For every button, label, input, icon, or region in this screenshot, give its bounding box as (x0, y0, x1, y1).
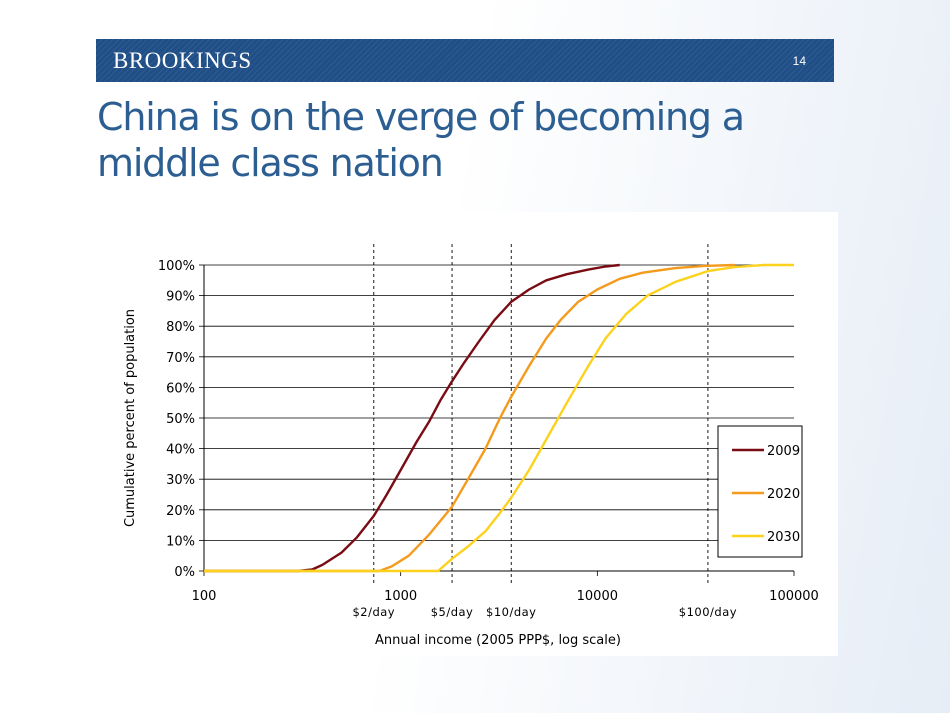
axes: 0% 10% 20% 30% 40% 50% 60% 70% 80% 90% 100% 100 1000… (158, 259, 819, 604)
series-line-2009 (204, 263, 620, 573)
reference-lines: $2/day $5/day $10/day $100/day (352, 244, 737, 619)
y-tick-label: 60% (166, 381, 195, 396)
reference-line-label: $2/day (352, 605, 395, 619)
y-tick-label: 10% (166, 534, 195, 549)
x-tick-label: 1000 (384, 589, 417, 604)
series-line-2020 (204, 263, 735, 573)
y-tick-label: 50% (166, 412, 195, 427)
series-line-2030 (204, 263, 794, 573)
header-bar: BROOKINGS 14 (96, 39, 834, 82)
y-tick-label: 0% (174, 565, 195, 580)
y-tick-label: 40% (166, 443, 195, 458)
y-tick-label: 20% (166, 504, 195, 519)
reference-line-label: $10/day (486, 605, 536, 619)
reference-line-label: $100/day (679, 605, 737, 619)
chart-panel: $2/day $5/day $10/day $100/day 0% 10% 20% 30% 4… (98, 212, 838, 656)
legend-label: 2020 (767, 487, 800, 502)
y-axis-label: Cumulative percent of population (123, 309, 138, 527)
x-tick-label: 10000 (577, 589, 618, 604)
legend-label: 2030 (767, 530, 800, 545)
y-tick-label: 80% (166, 320, 195, 335)
x-tick-label: 100000 (769, 589, 819, 604)
y-tick-label: 70% (166, 351, 195, 366)
x-axis-label: Annual income (2005 PPP$, log scale) (375, 633, 621, 648)
y-tick-label: 90% (166, 290, 195, 305)
slide-title: China is on the verge of becoming a midd… (97, 95, 745, 185)
x-tick-label: 100 (192, 589, 217, 604)
series-layer (204, 263, 794, 573)
legend-label: 2009 (767, 444, 800, 459)
y-tick-label: 100% (158, 259, 195, 274)
chart: $2/day $5/day $10/day $100/day 0% 10% 20% 30% 4… (123, 244, 819, 648)
page-number: 14 (792, 54, 806, 68)
y-tick-label: 30% (166, 473, 195, 488)
reference-line-label: $5/day (431, 605, 474, 619)
legend: 2009 2020 2030 (717, 425, 803, 558)
brand-logo: BROOKINGS (113, 48, 252, 73)
